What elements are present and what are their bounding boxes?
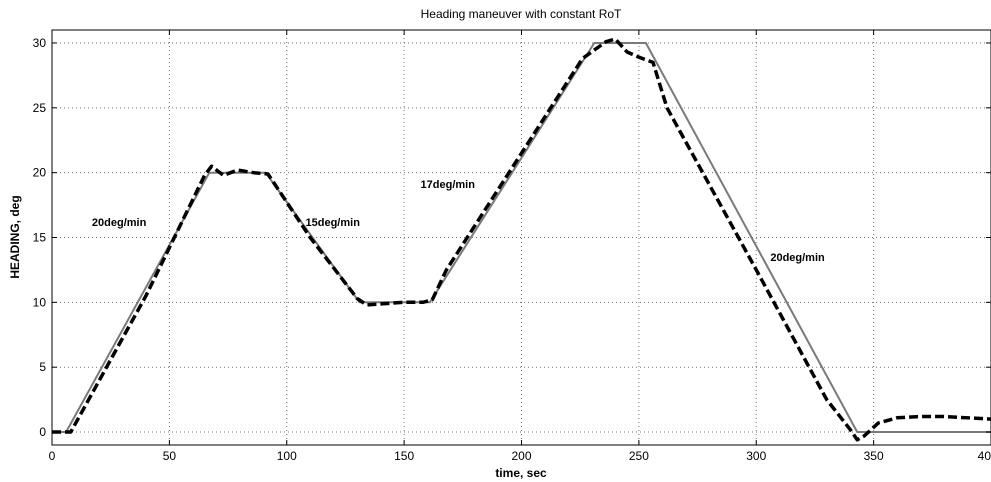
x-tick-label: 150 xyxy=(394,449,414,463)
slope-annotation: 15deg/min xyxy=(306,217,361,229)
series-dashed-line xyxy=(52,37,991,442)
grid xyxy=(51,30,991,445)
x-tick-label: 200 xyxy=(511,449,531,463)
annotations: 20deg/min 15deg/min 17deg/min 20deg/min xyxy=(92,179,825,264)
y-tick-label: 5 xyxy=(39,360,46,374)
x-tick-label: 300 xyxy=(746,449,766,463)
slope-annotation: 20deg/min xyxy=(770,252,825,264)
slope-annotation: 17deg/min xyxy=(421,179,476,191)
y-tick-label: 20 xyxy=(33,166,47,180)
series-layer xyxy=(52,37,991,442)
x-tick-label: 350 xyxy=(864,449,884,463)
y-tick-label: 15 xyxy=(33,231,47,245)
x-tick-label: 250 xyxy=(629,449,649,463)
y-tick-label: 0 xyxy=(39,425,46,439)
x-tick-label: 40 xyxy=(978,449,991,463)
y-tick-label: 25 xyxy=(33,101,47,115)
y-axis-label: HEADING, deg xyxy=(8,195,22,278)
x-tick-label: 0 xyxy=(49,449,56,463)
x-tick-label: 100 xyxy=(277,449,297,463)
slope-annotation: 20deg/min xyxy=(92,217,147,229)
x-tick-label: 50 xyxy=(163,449,177,463)
chart-title: Heading maneuver with constant RoT xyxy=(421,7,622,21)
y-tick-label: 30 xyxy=(33,36,47,50)
x-axis-label: time, sec xyxy=(495,466,547,480)
y-tick-label: 10 xyxy=(33,295,47,309)
